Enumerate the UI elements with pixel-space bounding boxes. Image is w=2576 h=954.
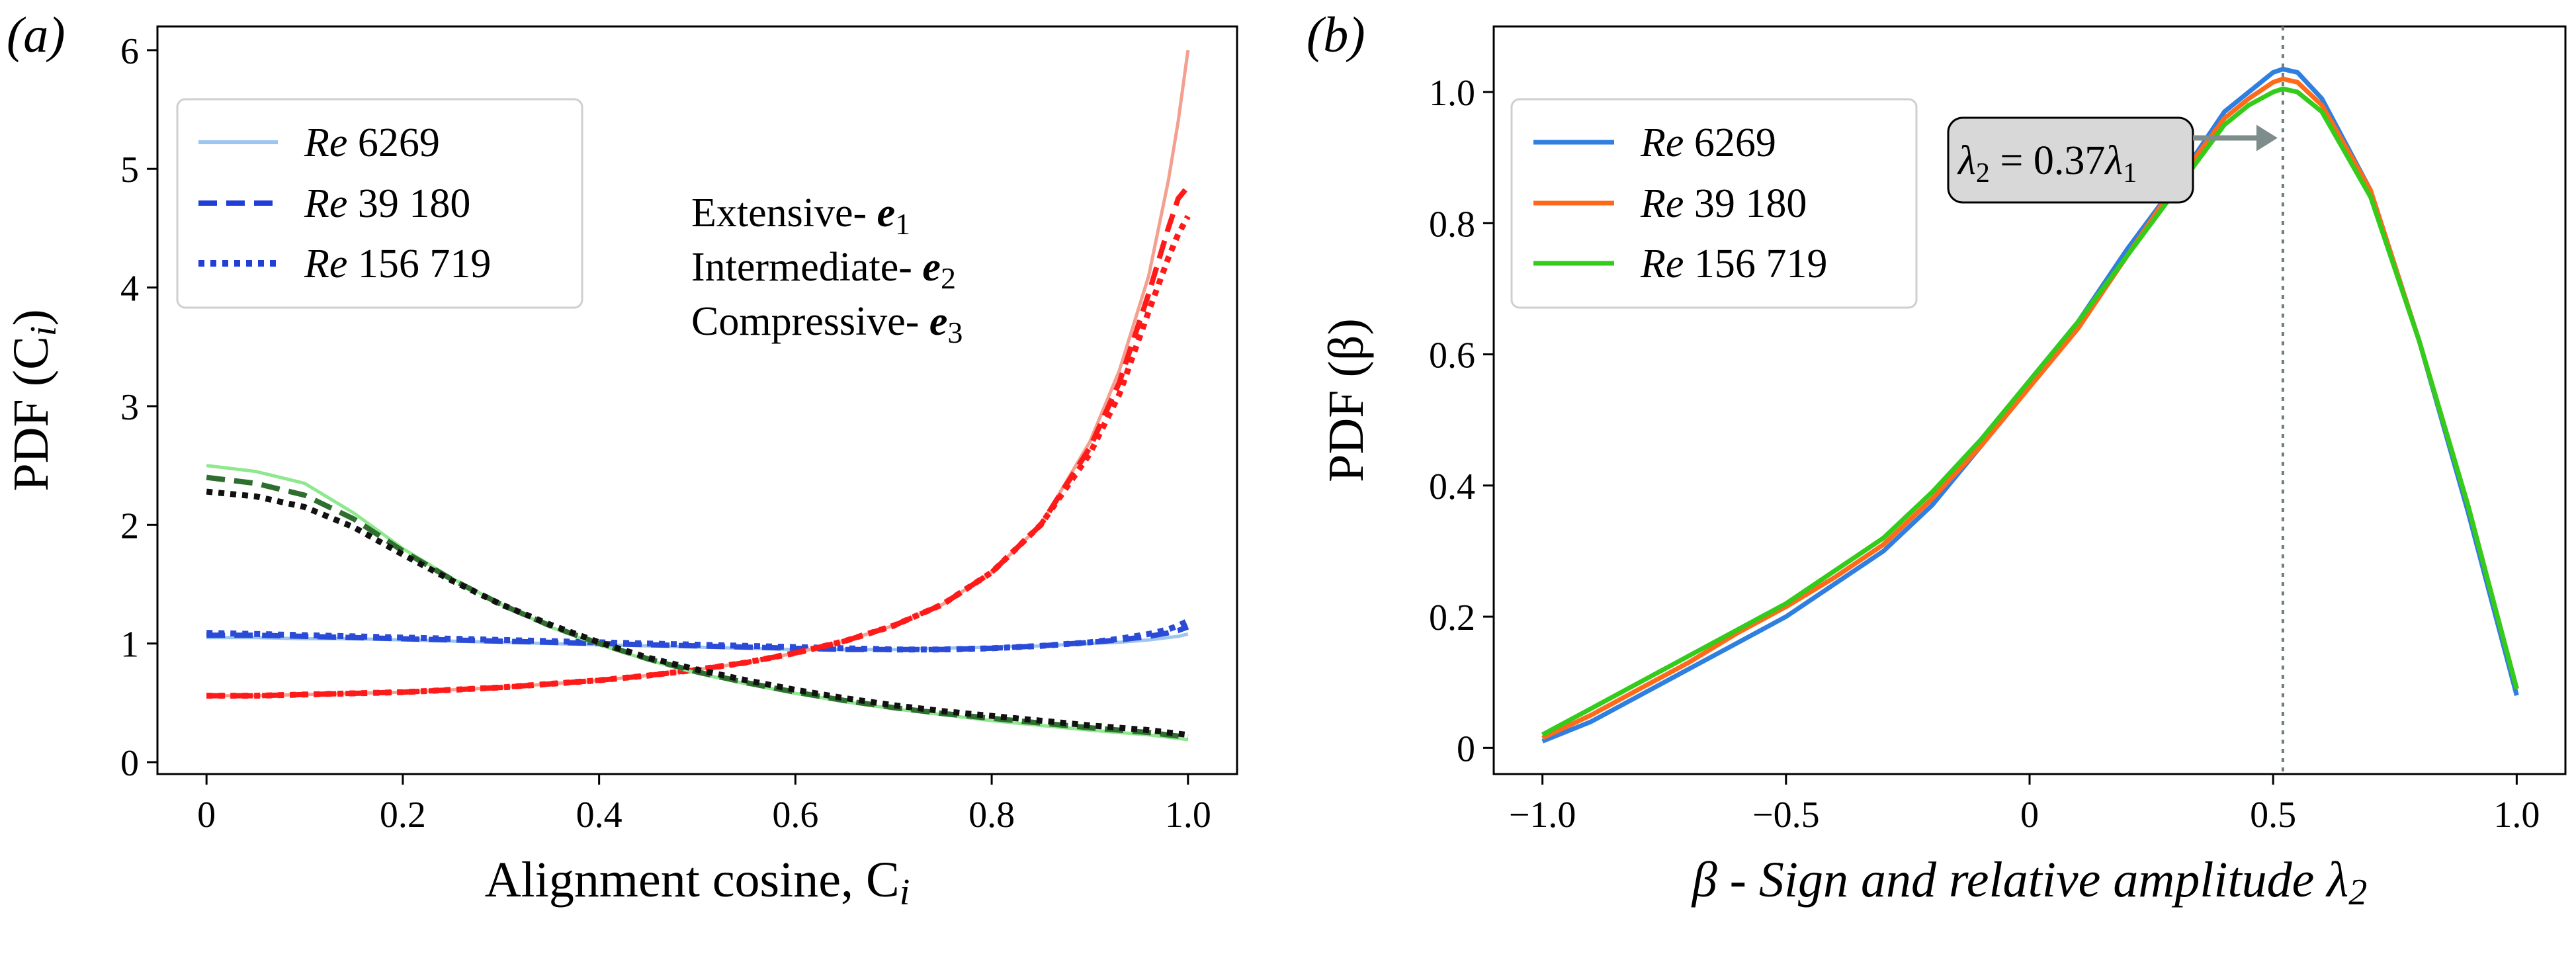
panel-b-legend: Re 6269 Re 39 180 Re 156 719	[1510, 98, 1918, 309]
legend-b-label-re-39180: Re 39 180	[1640, 181, 1807, 226]
panel-b-x-ticks: −1.0 −0.5 0 0.5 1.0	[1509, 774, 2540, 836]
b-x-tick-label: 0	[2020, 795, 2039, 836]
a-y-tick-label: 6	[120, 31, 139, 72]
annotation-intermediate: Intermediate- e2	[691, 245, 956, 295]
a-x-tick-label: 0.4	[576, 795, 623, 836]
series-intermediate-e2-re-39-180	[206, 185, 1190, 699]
b-x-tick-label: −1.0	[1509, 795, 1576, 836]
b-x-tick-label: 0.5	[2250, 795, 2296, 836]
a-y-tick-label: 0	[120, 743, 139, 784]
series-re-156-719	[1541, 86, 2519, 737]
panel-b-label: (b)	[1307, 7, 1365, 63]
a-x-tick-label: 1.0	[1165, 795, 1211, 836]
b-x-tick-label: 1.0	[2493, 795, 2540, 836]
b-y-tick-label: 0.4	[1429, 466, 1475, 507]
legend-b-label-re-156719: Re 156 719	[1640, 241, 1827, 286]
a-x-tick-label: 0.8	[968, 795, 1015, 836]
panel-a-legend-box	[176, 98, 583, 309]
panel-a-y-ticks: 0 1 2 3 4 5 6	[120, 31, 157, 784]
legend-a-label-re-6269: Re 6269	[304, 120, 440, 165]
panel-a-y-axis-title: PDF (Ci)	[3, 309, 64, 491]
panel-b-x-axis-title: β - Sign and relative amplitude λ2	[1691, 852, 2367, 913]
a-x-tick-label: 0.6	[772, 795, 818, 836]
series-intermediate-e2-re-156-719	[206, 214, 1191, 699]
a-y-tick-label: 5	[120, 150, 139, 191]
panel-a-curves	[206, 50, 1191, 742]
panel-a-x-axis-title: Alignment cosine, Ci	[485, 852, 910, 913]
callout-arrow-head	[2256, 124, 2278, 152]
series-extensive-e1-re-156-719	[206, 618, 1189, 653]
b-y-tick-label: 0.2	[1429, 597, 1475, 638]
panel-b-y-ticks: 0 0.2 0.4 0.6 0.8 1.0	[1429, 73, 1494, 769]
panel-a-legend: Re 6269 Re 39 180 Re 156 719	[176, 98, 583, 309]
b-y-tick-label: 0.6	[1429, 335, 1475, 376]
callout-text: λ2 = 0.37λ1	[1957, 138, 2137, 189]
a-y-tick-label: 4	[120, 269, 139, 310]
panel-b-curves	[1541, 66, 2519, 744]
callout-box	[1947, 116, 2194, 204]
series-compressive-e3-re-39-180	[206, 474, 1189, 740]
panel-a-x-ticks: 0 0.2 0.4 0.6 0.8 1.0	[197, 774, 1211, 836]
b-y-tick-label: 1.0	[1429, 73, 1475, 114]
b-y-tick-label: 0.8	[1429, 204, 1475, 245]
annotation-compressive: Compressive- e3	[691, 299, 963, 349]
annotation-extensive: Extensive- e1	[691, 191, 910, 241]
panel-b-legend-box	[1510, 98, 1918, 309]
panel-b: (b) −1.0 −0.5 0 0.5 1.0 0 0.2 0.4 0.6 0.8 1.0 β -…	[1307, 7, 2567, 913]
a-x-tick-label: 0	[197, 795, 216, 836]
legend-a-label-re-39180: Re 39 180	[304, 181, 470, 226]
b-x-tick-label: −0.5	[1752, 795, 1820, 836]
a-y-tick-label: 1	[120, 625, 139, 666]
panel-a-label: (a)	[7, 7, 65, 63]
a-y-tick-label: 3	[120, 387, 139, 428]
series-compressive-e3-re-156-719	[206, 488, 1189, 738]
a-y-tick-label: 2	[120, 505, 139, 546]
lambda-ratio-callout: λ2 = 0.37λ1	[1947, 116, 2278, 204]
panel-a-axes-frame	[156, 25, 1238, 775]
callout-arrow	[2193, 124, 2278, 152]
legend-b-label-re-6269: Re 6269	[1640, 120, 1776, 165]
panel-b-y-axis-title: PDF (β)	[1318, 318, 1374, 482]
b-y-tick-label: 0	[1457, 728, 1475, 769]
panel-a: (a) 0 0.2 0.4 0.6 0.8 1.0 0 1 2 3 4 5 6 Alignment c…	[3, 7, 1238, 913]
a-x-tick-label: 0.2	[380, 795, 426, 836]
legend-a-label-re-156719: Re 156 719	[304, 241, 491, 286]
series-compressive-e3-re-6269	[206, 464, 1189, 742]
